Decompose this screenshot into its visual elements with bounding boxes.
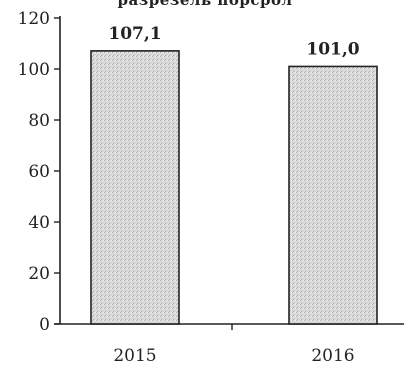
bar-2016 [288,65,378,325]
labels: 107,1 2015 101,0 2016 [108,24,359,366]
y-tick-label: 100 [18,60,50,80]
chart-title: разрезель порсрол [117,0,293,9]
y-tick-label: 40 [28,213,50,233]
x-tick-label-2016: 2016 [311,346,354,366]
y-tick-label: 80 [28,111,50,131]
data-label-2016: 101,0 [306,39,359,59]
y-tick-label: 20 [28,264,50,284]
y-tick-label: 60 [28,162,50,182]
bars [90,50,378,325]
axes: 0 20 40 60 80 100 120 [18,9,404,335]
bar-2015 [90,50,180,325]
x-tick-label-2015: 2015 [113,346,156,366]
y-tick-label: 120 [18,9,50,29]
y-tick-label: 0 [39,315,50,335]
data-label-2015: 107,1 [108,24,161,44]
